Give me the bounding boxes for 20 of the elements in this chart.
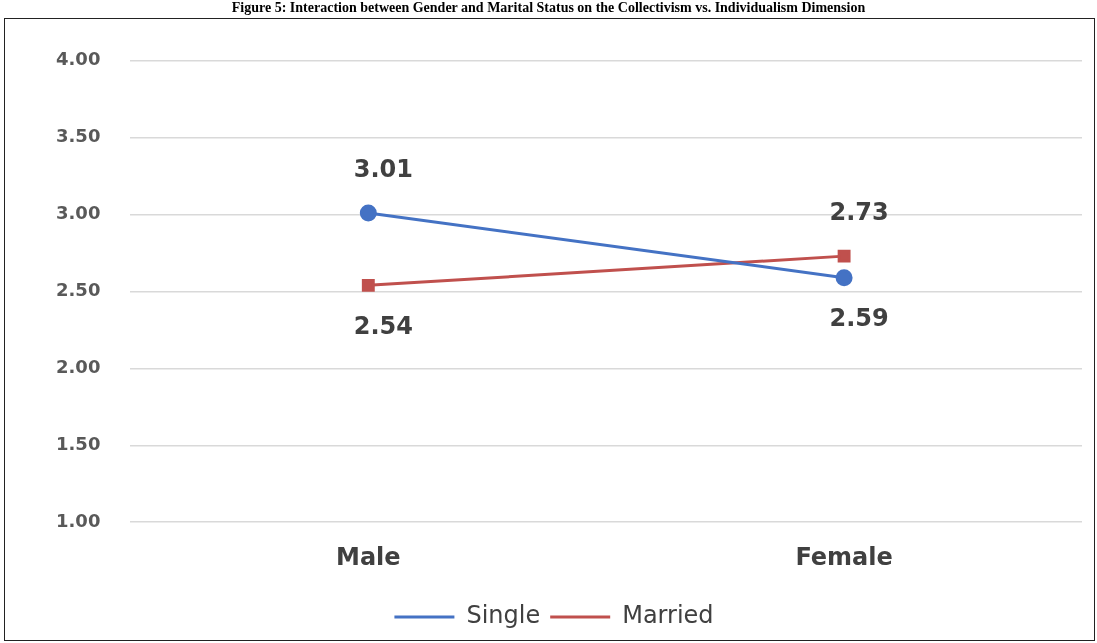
data-label: 2.54 [353,311,413,340]
chart-title: Figure 5: Interaction between Gender and Marital Status on the Collectivism vs. Individualism Dimension [230,0,867,16]
point [835,269,853,287]
legend-label: Single [466,601,541,630]
point [837,249,851,263]
y-tick-label: 2.50 [55,279,101,301]
point [359,204,377,222]
y-tick-label: 4.00 [55,48,101,70]
y-tick-label: 1.50 [55,432,101,454]
data-label: 2.59 [829,303,889,332]
y-tick-label: 3.50 [55,125,101,147]
point [361,278,375,292]
y-tick-label: 3.00 [55,202,101,224]
x-tick-label: Female [795,542,893,571]
data-label: 3.01 [353,155,413,184]
y-tick-label: 2.00 [55,356,101,378]
y-tick-label: 1.00 [55,509,101,531]
data-label: 2.73 [829,198,889,227]
x-tick-label: Male [336,542,401,571]
legend-label: Married [622,601,714,630]
